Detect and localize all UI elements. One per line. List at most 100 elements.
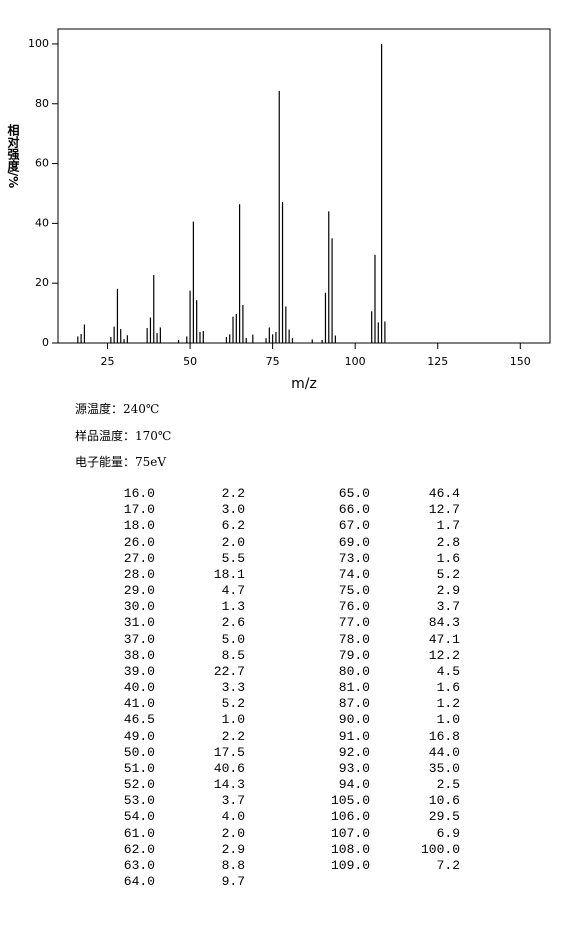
intensity-cell: 9.7 [221,874,245,890]
mz-cell: 74.0 [338,566,370,582]
intensity-cell: 3.7 [436,599,460,615]
intensity-cell: 2.8 [436,534,460,550]
intensity-cell: 3.3 [221,680,245,696]
mz-cell: 30.0 [123,599,155,615]
intensity-cell: 2.2 [221,728,245,744]
x-axis-label: m/z [291,376,317,392]
intensity-cell: 7.2 [436,857,460,873]
intensity-cell: 4.5 [436,663,460,679]
mz-cell: 49.0 [123,728,155,744]
y-tick-label: 80 [35,97,49,110]
mz-cell: 37.0 [123,631,155,647]
intensity-cell: 1.6 [436,680,460,696]
intensity-cell: 10.6 [428,793,460,809]
intensity-cell: 8.8 [221,857,245,873]
intensity-cell: 100.0 [420,841,460,857]
intensity-cell: 47.1 [428,631,460,647]
mz-cell: 29.0 [123,583,155,599]
intensity-cell: 6.9 [436,825,460,841]
mz-cell: 61.0 [123,825,155,841]
intensity-cell: 5.5 [221,550,245,566]
mz-cell: 108.0 [330,841,370,857]
intensity-cell: 12.7 [428,502,460,518]
intensity-cell: 2.0 [221,825,245,841]
x-tick-label: 125 [427,355,448,368]
intensity-cell: 5.2 [221,696,245,712]
intensity-cell: 12.2 [428,647,460,663]
intensity-cell: 1.0 [436,712,460,728]
mz-cell: 107.0 [330,825,370,841]
y-axis-label: 相对强度/% [6,122,20,188]
intensity-cell: 17.5 [213,744,245,760]
intensity-cell: 22.7 [213,663,245,679]
plot-frame [57,28,551,344]
y-tick-label: 100 [28,37,49,50]
mz-cell: 81.0 [338,680,370,696]
intensity-cell: 3.0 [221,502,245,518]
mz-cell: 46.5 [123,712,155,728]
mz-cell: 65.0 [338,486,370,501]
intensity-cell: 16.8 [428,728,460,744]
intensity-cell: 2.2 [221,486,245,501]
mz-cell: 79.0 [338,647,370,663]
mz-cell: 92.0 [338,744,370,760]
x-tick-label: 75 [266,355,280,368]
intensity-cell: 2.6 [221,615,245,631]
mz-cell: 94.0 [338,777,370,793]
mz-cell: 90.0 [338,712,370,728]
intensity-cell: 35.0 [428,760,460,776]
mz-cell: 105.0 [330,793,370,809]
intensity-cell: 6.2 [221,518,245,534]
mz-cell: 28.0 [123,566,155,582]
mz-cell: 39.0 [123,663,155,679]
intensity-cell: 2.9 [221,841,245,857]
mz-cell: 93.0 [338,760,370,776]
mz-cell: 106.0 [330,809,370,825]
intensity-cell: 18.1 [213,566,245,582]
intensity-cell: 29.5 [428,809,460,825]
mz-cell: 27.0 [123,550,155,566]
mz-cell: 53.0 [123,793,155,809]
intensity-cell: 2.5 [436,777,460,793]
mz-cell: 78.0 [338,631,370,647]
intensity-cell: 14.3 [213,777,245,793]
y-tick-label: 40 [35,216,49,229]
mz-cell: 109.0 [330,857,370,873]
chart: m/z 相对强度/% 0 20 40 60 80 100 25 50 75 100 125 150 [6,28,551,392]
mz-cell: 40.0 [123,680,155,696]
mz-cell: 80.0 [338,663,370,679]
x-tick-label: 50 [183,355,197,368]
mz-cell: 63.0 [123,857,155,873]
mz-cell: 62.0 [123,841,155,857]
electron-energy: 电子能量：75eV [75,455,167,469]
mz-cell: 17.0 [123,502,155,518]
mz-cell: 66.0 [338,502,370,518]
intensity-cell: 1.2 [436,696,460,712]
mz-cell: 52.0 [123,777,155,793]
intensity-cell: 1.6 [436,550,460,566]
mz-cell: 18.0 [123,518,155,534]
intensity-cell: 5.2 [436,566,460,582]
mz-cell: 26.0 [123,534,155,550]
y-tick-label: 20 [35,276,49,289]
mz-cell: 16.0 [123,486,155,501]
mz-cell: 64.0 [123,874,155,890]
intensity-cell: 4.7 [221,583,245,599]
mz-cell: 67.0 [338,518,370,534]
mz-cell: 54.0 [123,809,155,825]
mz-cell: 77.0 [338,615,370,631]
mz-cell: 76.0 [338,599,370,615]
mz-cell: 50.0 [123,744,155,760]
intensity-cell: 2.9 [436,583,460,599]
mz-cell: 69.0 [338,534,370,550]
mz-cell: 41.0 [123,696,155,712]
intensity-cell: 4.0 [221,809,245,825]
y-tick-label: 60 [35,157,49,170]
x-tick-label: 25 [101,355,115,368]
mz-cell: 31.0 [123,615,155,631]
mz-cell: 75.0 [338,583,370,599]
mz-cell: 38.0 [123,647,155,663]
intensity-cell: 8.5 [221,647,245,663]
sample-temperature: 样品温度：170℃ [75,429,172,443]
intensity-cell: 84.3 [428,615,460,631]
